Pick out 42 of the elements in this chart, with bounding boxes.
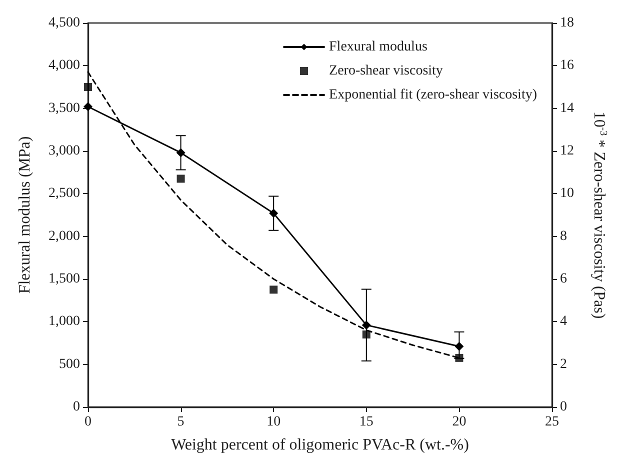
x-tick-label: 0 (84, 414, 92, 430)
y2-tick-label: 6 (560, 272, 567, 286)
point (270, 286, 278, 294)
point (454, 342, 464, 351)
x-tick-label: 15 (359, 414, 374, 430)
y2-tick-label: 10 (560, 186, 574, 202)
y-tick-label: 4,000 (48, 58, 80, 74)
point (176, 174, 185, 183)
point (269, 208, 278, 218)
y2-tick-label: 8 (560, 228, 567, 244)
x-tick-label: 25 (545, 414, 559, 430)
y-tick-label: 1,000 (48, 314, 80, 330)
y-tick-label: 3,500 (48, 100, 80, 116)
y-tick-label: 4,500 (48, 16, 80, 30)
point (362, 320, 371, 330)
y2-tick-label: 14 (560, 100, 574, 116)
legend-label: Flexural modulus (329, 40, 428, 54)
y-tick-label: 2,500 (48, 186, 80, 202)
y2-tick-label: 0 (560, 400, 567, 414)
y-tick-label: 1,500 (48, 272, 80, 286)
x-tick-label: 10 (266, 414, 281, 430)
legend-label: Exponential fit (zero-shear viscosity) (329, 88, 538, 102)
x-axis-title: Weight percent of oligomeric PVAc-R (wt.-%) (171, 436, 469, 454)
point (362, 330, 370, 338)
y-axis-title: Flexural modulus (MPa) (16, 136, 34, 294)
y2-tick-label: 12 (560, 144, 574, 158)
x-tick-label: 20 (452, 414, 466, 430)
legend-label: Zero-shear viscosity (329, 64, 443, 78)
y-tick-label: 0 (73, 400, 80, 414)
point (455, 354, 464, 362)
y-tick-label: 500 (59, 356, 80, 372)
y-tick-label: 2,000 (48, 228, 80, 244)
point (84, 102, 92, 112)
y2-tick-label: 4 (560, 314, 567, 330)
point (84, 83, 92, 91)
y2-tick-label: 2 (560, 356, 567, 372)
y2-axis-title: 10-3 * Zero-shear viscosity (Pas) (590, 111, 608, 319)
y-tick-label: 3,000 (48, 144, 80, 158)
y2-tick-label: 18 (560, 16, 574, 30)
x-tick-label: 5 (177, 414, 184, 430)
point (176, 148, 186, 158)
y2-tick-label: 16 (560, 58, 574, 74)
